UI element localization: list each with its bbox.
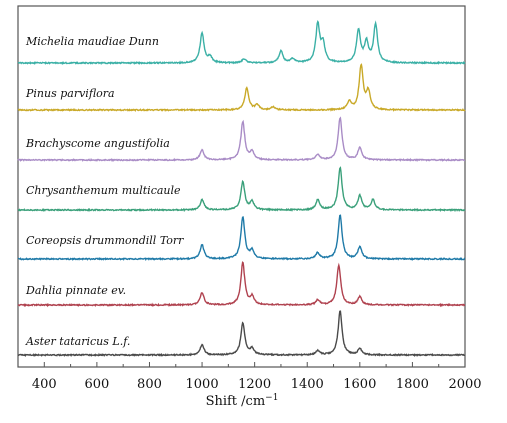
trace-aster-tataricus-l-f [17,310,466,358]
trace-dahlia-pinnate-ev [17,261,466,308]
series-label: Coreopsis drummondill Torr [26,234,184,247]
series-label: Pinus parviflora [25,87,115,100]
x-axis-tick-labels: 400 600 800 1000 1200 1400 1600 1800 2000 [32,377,482,392]
x-tick-label: 1400 [291,377,324,392]
x-tick-label: 1200 [238,377,271,392]
series-labels: Michelia maudiae Dunn Pinus parviflora Bra… [25,35,184,348]
series-label: Dahlia pinnate ev. [25,284,126,297]
series-label: Brachyscome angustifolia [25,137,170,150]
trace-pinus-parviflora [17,63,466,112]
trace-coreopsis-drummondill-torr [17,214,466,262]
trace-michelia-maudiae-dunn [17,19,466,66]
x-tick-label: 1600 [343,377,376,392]
series-label: Michelia maudiae Dunn [25,35,159,48]
series-label: Chrysanthemum multicaule [26,184,181,197]
x-axis-title: Shift /cm−1 [206,393,279,409]
x-tick-label: 1000 [186,377,219,392]
x-tick-label: 800 [137,377,162,392]
x-tick-label: 400 [32,377,57,392]
x-tick-label: 1800 [396,377,429,392]
x-tick-label: 600 [84,377,109,392]
plot-frame [17,5,466,368]
trace-chrysanthemum-multicaule [17,166,466,213]
trace-brachyscome-angustifolia [17,116,465,163]
x-axis-ticks [17,362,466,367]
x-tick-label: 2000 [448,377,481,392]
spectra-traces [17,19,466,358]
series-label: Aster tataricus L.f. [25,335,130,348]
